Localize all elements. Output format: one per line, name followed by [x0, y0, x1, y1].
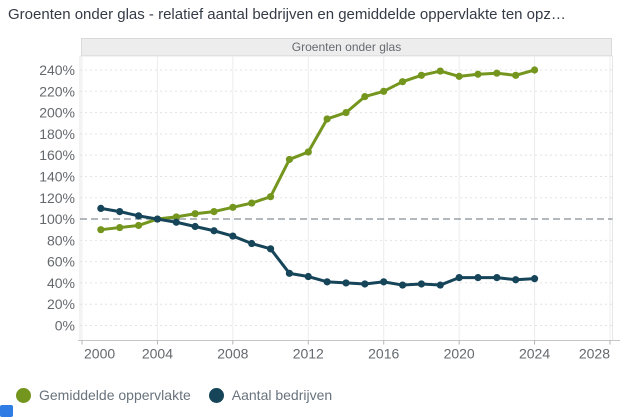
legend: Gemiddelde oppervlakte Aantal bedrijven: [16, 387, 332, 403]
legend-label-gemiddelde-oppervlakte: Gemiddelde oppervlakte: [39, 387, 191, 403]
legend-item-aantal-bedrijven[interactable]: Aantal bedrijven: [208, 387, 333, 403]
panel-title: Groenten onder glas: [291, 40, 402, 54]
svg-text:40%: 40%: [47, 275, 75, 291]
svg-text:2012: 2012: [293, 346, 324, 362]
svg-text:2000: 2000: [84, 346, 115, 362]
svg-text:120%: 120%: [39, 190, 75, 206]
svg-text:200%: 200%: [39, 105, 75, 121]
svg-text:2024: 2024: [519, 346, 550, 362]
svg-text:2016: 2016: [368, 346, 399, 362]
svg-text:0%: 0%: [55, 318, 75, 334]
svg-text:100%: 100%: [39, 211, 75, 227]
legend-marker-gemiddelde-oppervlakte: [16, 387, 31, 403]
svg-text:2008: 2008: [217, 346, 248, 362]
blue-corner-fragment: [0, 405, 13, 417]
svg-text:160%: 160%: [39, 147, 75, 163]
legend-marker-aantal-bedrijven: [208, 387, 224, 403]
legend-item-gemiddelde-oppervlakte[interactable]: Gemiddelde oppervlakte: [16, 387, 191, 403]
legend-label-aantal-bedrijven: Aantal bedrijven: [231, 387, 333, 403]
svg-text:140%: 140%: [39, 168, 75, 184]
svg-text:2028: 2028: [579, 346, 610, 362]
line-chart: 2000 2004 2008 2012 2016 2020 2024 2028 0% 20% 40%…: [39, 55, 620, 362]
chart-title: Groenten onder glas - relatief aantal be…: [8, 6, 566, 23]
svg-text:220%: 220%: [39, 83, 75, 99]
svg-text:180%: 180%: [39, 126, 75, 142]
svg-text:2004: 2004: [142, 346, 173, 362]
svg-text:20%: 20%: [47, 296, 75, 312]
svg-text:60%: 60%: [47, 254, 75, 270]
svg-text:2020: 2020: [444, 346, 475, 362]
svg-text:80%: 80%: [47, 232, 75, 248]
svg-text:240%: 240%: [39, 62, 75, 78]
